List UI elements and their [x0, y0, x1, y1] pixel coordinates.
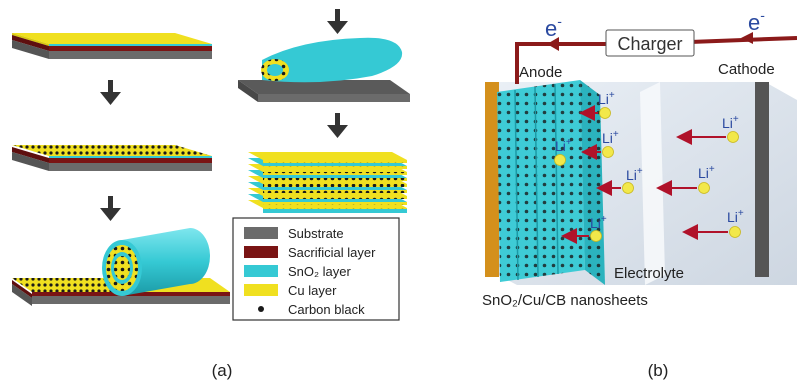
anode-label: Anode — [519, 64, 562, 81]
stack-layer-edge — [263, 166, 407, 169]
li-ion: Li+ — [682, 208, 744, 240]
down-arrow-1 — [100, 80, 121, 105]
external-circuit: Charger — [515, 29, 797, 84]
stack-layer-edge — [263, 172, 407, 175]
legend-label: SnO₂ layer — [288, 264, 352, 279]
anode-nanosheets — [497, 80, 605, 285]
down-arrow-4 — [327, 113, 348, 138]
li-ion: Li+ — [554, 137, 572, 166]
stack-layer-edge — [263, 184, 407, 187]
plate-with-carbon-black — [12, 145, 212, 171]
down-arrow-2 — [100, 196, 121, 221]
separator — [640, 82, 665, 285]
li-ion-dot — [599, 107, 611, 119]
down-arrow-3 — [327, 9, 348, 34]
electron-right: e- — [748, 7, 765, 35]
li-ion-dot — [590, 230, 602, 242]
li-ion-label: Li+ — [602, 129, 619, 146]
legend-item: Substrate — [244, 226, 344, 241]
li-ion-dot — [622, 182, 634, 194]
anode-collector — [485, 82, 499, 277]
li-ion: Li+ — [579, 90, 615, 121]
legend-label: Carbon black — [288, 302, 365, 317]
li-ion: Li+ — [561, 214, 607, 244]
charger-label: Charger — [617, 34, 682, 54]
legend-label: Sacrificial layer — [288, 245, 376, 260]
stack-layer-edge — [263, 190, 407, 193]
legend: Substrate Sacrificial layer SnO₂ layer Cu l… — [232, 217, 400, 321]
stack-layer-edge — [263, 196, 407, 199]
li-ion-label: Li+ — [722, 114, 739, 131]
li-ion: Li+ — [676, 114, 739, 145]
li-ion-label: Li+ — [626, 166, 643, 183]
li-ion: Li+ — [581, 129, 619, 160]
li-ion-dot — [602, 146, 614, 158]
electron-left: e- — [545, 13, 562, 41]
legend-item: SnO₂ layer — [244, 264, 352, 279]
li-ion-label: Li+ — [698, 164, 715, 181]
li-ion-dot — [729, 226, 741, 238]
multilayer-stack — [248, 152, 407, 213]
legend-label: Cu layer — [288, 283, 337, 298]
li-ion: Li+ — [656, 164, 715, 196]
panel-b-label: (b) — [648, 361, 669, 380]
li-ion-label: Li+ — [727, 208, 744, 225]
panel-a-label: (a) — [212, 361, 233, 380]
legend-item: Cu layer — [244, 283, 337, 298]
stack-layer-edge — [263, 202, 407, 205]
stack-base — [263, 209, 407, 213]
panel-b: Charger e- e- Anode Cathode Li+Li+Li+Li+… — [482, 7, 797, 380]
stack-layer — [248, 152, 407, 160]
legend-item: Carbon black — [258, 302, 365, 317]
nanosheets-label: SnO₂/Cu/CB nanosheets — [482, 292, 648, 309]
rolling-tube — [12, 228, 230, 306]
cathode-label: Cathode — [718, 61, 775, 78]
layered-plate — [12, 33, 212, 59]
legend-swatch — [244, 227, 278, 239]
legend-label: Substrate — [288, 226, 344, 241]
charger-box — [605, 29, 695, 57]
li-ion-dot — [698, 182, 710, 194]
legend-swatch — [244, 284, 278, 296]
rolled-sheet — [238, 37, 410, 102]
li-ion-label: Li+ — [590, 214, 607, 231]
li-ion-label: Li+ — [555, 137, 572, 154]
stack-layer-edge — [263, 160, 407, 163]
li-ion-dot — [554, 154, 566, 166]
li-ion-dot — [727, 131, 739, 143]
legend-swatch — [244, 265, 278, 277]
legend-swatch — [258, 306, 264, 312]
li-ions: Li+ Li+ Li+ Li+ Li+ Li+ Li+ Li+ — [554, 90, 744, 244]
electrolyte-label: Electrolyte — [614, 265, 684, 282]
li-ion: Li+ — [596, 166, 643, 196]
legend-item: Sacrificial layer — [244, 245, 376, 260]
legend-swatch — [244, 246, 278, 258]
stack-layer-edge — [263, 178, 407, 181]
li-ion-label: Li+ — [598, 90, 615, 107]
cathode-plate — [755, 82, 769, 277]
panel-a: Substrate Sacrificial layer SnO₂ layer Cu l… — [12, 9, 410, 380]
